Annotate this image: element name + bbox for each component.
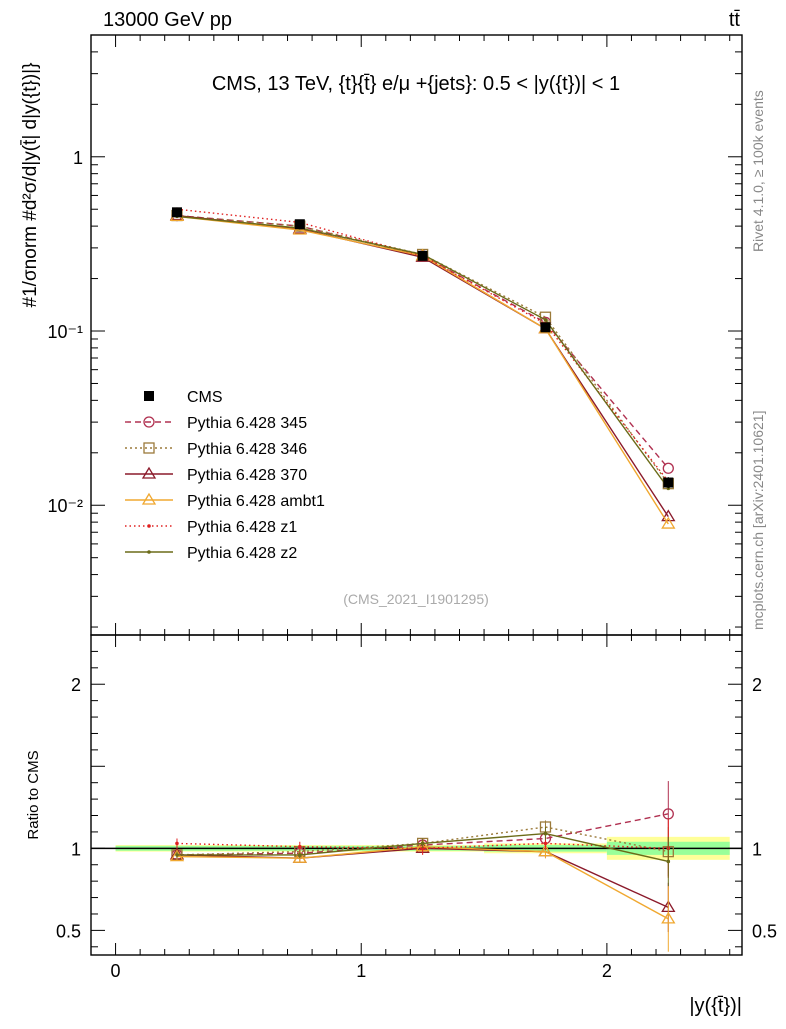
data-marker — [171, 207, 182, 218]
x-tick-label: 0 — [111, 961, 121, 981]
series-line — [176, 214, 669, 485]
series-marker — [141, 492, 157, 505]
legend-marker-cms — [144, 391, 154, 401]
legend-label: Pythia 6.428 370 — [187, 467, 307, 484]
series-marker — [543, 831, 548, 836]
y-axis-label-text: #1/σnorm #d²σ/d|y(t̄| d|y({t})|} — [20, 63, 41, 308]
ratio-y-axis-label: Ratio to CMS — [25, 750, 42, 839]
x-tick-label: 2 — [602, 961, 612, 981]
series-cms-data — [171, 207, 674, 489]
ratio-line — [176, 842, 669, 850]
legend-label: Pythia 6.428 ambt1 — [187, 493, 325, 510]
data-marker — [540, 322, 551, 333]
data-marker — [294, 219, 305, 230]
legend-label: Pythia 6.428 z1 — [187, 519, 297, 536]
data-marker — [417, 250, 428, 261]
series-marker — [661, 516, 676, 529]
series-marker — [298, 853, 302, 857]
x-axis-label: |y({t̄})| — [689, 995, 742, 1017]
series-marker — [420, 841, 425, 846]
ratio-y-tick-label-right: 1 — [752, 839, 762, 859]
ratio-y-tick-label-right: 2 — [752, 675, 762, 695]
ratio-plot-frame — [90, 634, 743, 956]
watermark: (CMS_2021_I1901295) — [343, 591, 489, 607]
series-marker — [662, 462, 674, 474]
ratio-y-tick-label: 1 — [71, 839, 81, 859]
series-marker — [143, 416, 155, 428]
series-marker — [298, 844, 302, 849]
series-marker — [538, 844, 553, 857]
header-left: 13000 GeV pp — [103, 9, 232, 31]
y-tick-label: 10⁻¹ — [47, 322, 83, 342]
series-marker — [175, 841, 179, 846]
series-line — [176, 214, 669, 469]
series-marker — [141, 466, 157, 479]
ratio-series-pythia-6-428-370 — [169, 841, 676, 933]
ratio-series-pythia-6-428-z2 — [175, 827, 671, 887]
series-marker — [147, 524, 151, 528]
rivet-label: Rivet 4.1.0, ≥ 100k events — [750, 90, 766, 252]
series-marker — [175, 853, 179, 857]
legend-label: Pythia 6.428 z2 — [187, 545, 297, 562]
series-marker — [661, 509, 676, 522]
series-line — [176, 208, 669, 482]
ratio-y-tick-label: 2 — [71, 675, 81, 695]
series-marker — [661, 911, 676, 924]
legend-label: Pythia 6.428 346 — [187, 441, 307, 458]
series-marker — [543, 841, 548, 846]
series-marker — [666, 859, 671, 864]
ratio-series-pythia-6-428-ambt1 — [169, 839, 676, 952]
chart-title: CMS, 13 TeV, {t}{t̄} e/μ +{jets}: 0.5 < … — [212, 73, 620, 95]
y-tick-label: 1 — [73, 148, 83, 168]
header-right: tt̄ — [729, 9, 741, 31]
series-marker — [147, 550, 151, 554]
x-tick-label: 1 — [356, 961, 366, 981]
series-marker — [292, 850, 307, 863]
series-marker — [143, 442, 155, 454]
ratio-line — [176, 845, 669, 920]
series-marker — [543, 317, 548, 322]
data-marker — [663, 477, 674, 488]
legend-label-cms: CMS — [187, 389, 223, 406]
ratio-y-tick-label: 0.5 — [56, 921, 81, 941]
y-tick-label: 10⁻² — [47, 496, 83, 516]
y-axis-label: #1/σnorm #d²σ/d|y(t̄| d|y({t})|} — [20, 63, 41, 308]
mcplots-label: mcplots.cern.ch [arXiv:2401.10621] — [750, 411, 766, 630]
legend-label: Pythia 6.428 345 — [187, 415, 307, 432]
ratio-y-tick-label-right: 0.5 — [752, 921, 777, 941]
